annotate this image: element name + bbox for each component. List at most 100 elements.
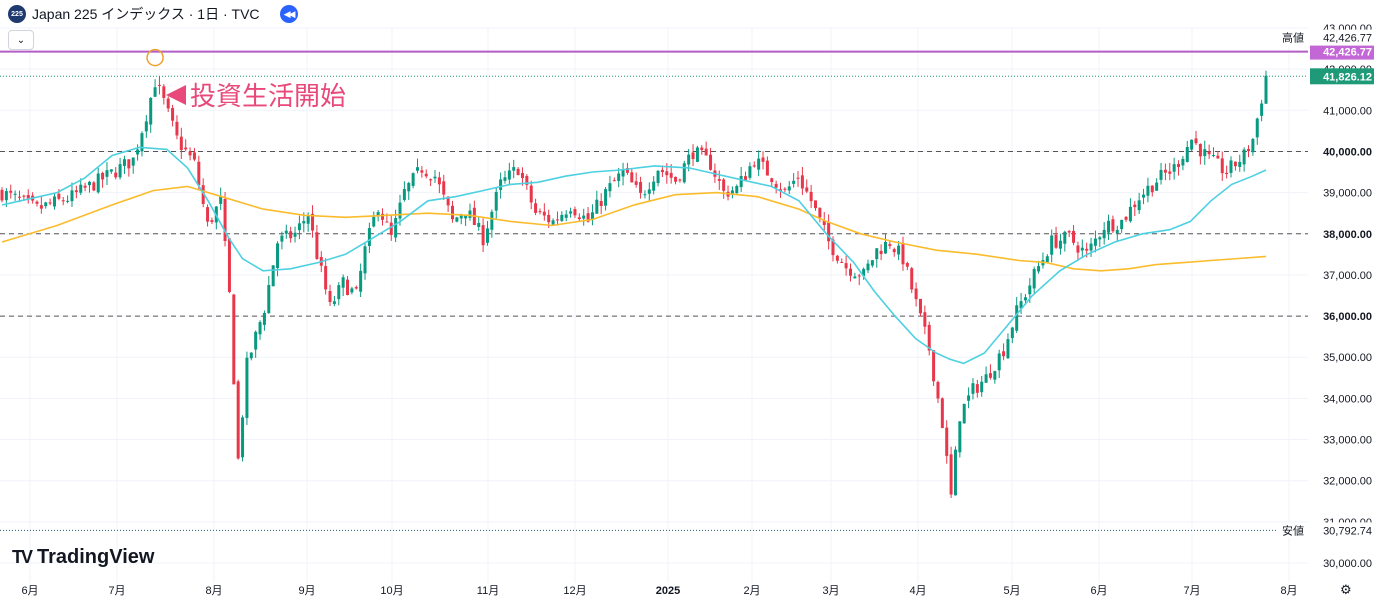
candle-body [962,403,966,424]
candle-body [971,383,975,394]
candle-body [1159,169,1163,180]
candle-body [1185,146,1189,162]
candle-body [844,263,848,269]
candle-body [695,147,699,162]
candle-body [752,165,756,167]
candle-body [608,183,612,192]
candle-body [254,331,258,350]
candle-body [232,294,236,385]
candle-body [284,230,288,234]
candle-body [289,231,293,239]
candle-body [1102,229,1106,239]
high-marker-circle [146,48,164,67]
candle-body [862,268,866,276]
candle-body [822,220,826,226]
candle-body [258,322,262,335]
candle-body [407,183,411,192]
candle-body [660,169,664,173]
candle-body [1006,339,1010,359]
candle-body [1028,285,1032,295]
candle-body [682,163,686,183]
candle-body [105,170,109,177]
candle-body [923,312,927,327]
candle-body [621,169,625,177]
candle-body [332,301,336,305]
candle-body [490,211,494,230]
candle-body [783,188,787,190]
candle-body [411,173,415,186]
candle-body [79,184,83,193]
candle-body [57,193,61,199]
time-axis: 6月 7月 8月 9月 10月 11月 12月 2025 2月 3月 4月 5月 6月 7月 8月 [21,585,1297,596]
candle-body [1050,235,1054,255]
candle-body [704,148,708,156]
x-tick-label: 12月 [563,585,586,596]
candle-body [586,213,590,222]
candle-body [897,245,901,255]
candle-body [315,232,319,259]
high-box-bg [1278,29,1374,46]
candle-body [109,169,113,172]
candle-body [171,108,175,121]
candle-body [442,181,446,195]
candle-body [809,191,813,202]
tradingview-logo[interactable]: TV TradingView [12,546,154,569]
candle-body [1238,161,1242,167]
candle-body [144,121,148,132]
candle-body [748,166,752,178]
candle-body [901,242,905,265]
x-tick-label: 10月 [380,585,403,596]
candle-body [494,191,498,211]
level-label-bg [1310,308,1374,325]
candle-body [1190,139,1194,150]
settings-icon[interactable]: ⚙ [1340,582,1352,597]
rewind-icon[interactable]: ◀◀ [279,5,298,23]
candle-body [372,216,376,227]
candle-body [398,202,402,219]
candle-body [206,207,210,222]
candle-body [324,266,328,290]
candle-body [831,239,835,256]
candle-body [730,190,734,194]
candle-body [1111,219,1115,232]
candle-body [577,217,581,220]
candle-body [1146,185,1150,196]
collapse-button[interactable]: ⌄ [8,30,34,50]
candle-body [975,384,979,393]
candle-body [779,189,783,192]
candle-body [61,200,65,202]
candle-body [153,87,157,97]
high-box-value: 42,426.77 [1323,33,1372,45]
candle-body [1142,194,1146,198]
candle-body [74,190,78,193]
candle-body [437,177,441,185]
candle-body [1220,158,1224,174]
candle-body [328,290,332,303]
candle-body [520,173,524,179]
candle-body [595,199,599,214]
y-tick-label: 32,000.00 [1323,476,1372,488]
candle-body [525,175,529,185]
candle-body [306,215,310,224]
candle-body [70,190,74,202]
x-tick-label: 11月 [477,585,499,596]
candle-body [359,270,363,292]
candle-body [136,149,140,155]
candle-body [669,172,673,178]
candle-body [1067,231,1071,233]
candle-body [639,181,643,193]
candle-body [1085,248,1089,251]
candle-body [857,275,861,277]
candle-body [647,189,651,194]
high-line-label: 42,426.77 [1323,47,1372,59]
candle-body [744,176,748,180]
candle-body [582,215,586,219]
candle-body [485,228,489,243]
candle-body [1032,269,1036,289]
candle-body [1037,266,1041,272]
candle-body [538,211,542,213]
candle-body [774,183,778,188]
y-tick-label: 41,000.00 [1323,105,1372,117]
candle-body [555,219,559,221]
